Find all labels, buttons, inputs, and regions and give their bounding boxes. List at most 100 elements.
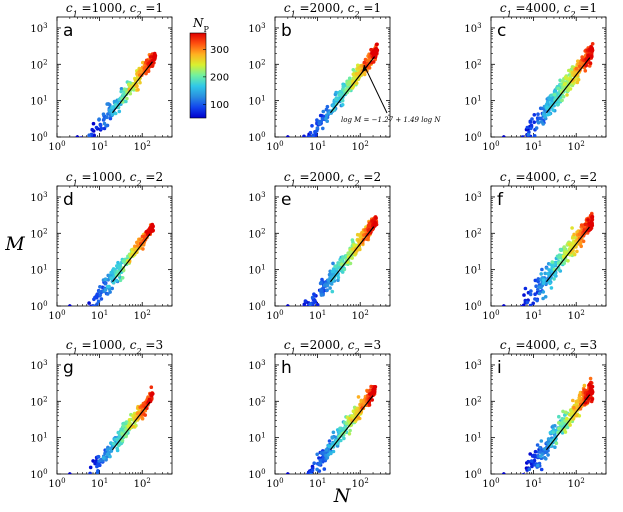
data-point [348, 261, 353, 266]
data-point [530, 117, 534, 121]
data-point [325, 119, 330, 123]
data-point [299, 490, 303, 494]
data-point [562, 245, 566, 249]
data-point [347, 76, 352, 81]
data-point [537, 291, 542, 296]
y-tick-label: 102 [464, 395, 481, 408]
data-point [93, 461, 97, 466]
data-point [103, 287, 108, 292]
data-point [109, 276, 113, 281]
y-tick-label: 103 [248, 359, 265, 372]
data-point [540, 267, 544, 272]
fit-line [545, 394, 591, 451]
panel-frame [274, 185, 391, 307]
data-point [85, 474, 89, 478]
panel-c: c1 =4000, c2 =1 100 101 102 100 101 102 103 c [464, 1, 607, 153]
data-point [373, 385, 378, 389]
y-tick-label: 101 [248, 264, 265, 277]
data-point [114, 278, 119, 283]
data-point [577, 64, 582, 69]
data-point [339, 262, 344, 267]
data-point [521, 142, 525, 146]
scatter-points [502, 211, 595, 317]
data-point [105, 115, 109, 120]
panel-frame [56, 16, 173, 138]
x-tick-label: 101 [91, 140, 108, 153]
data-point [135, 240, 139, 245]
data-point [346, 251, 351, 255]
data-point [560, 421, 564, 425]
data-point [544, 457, 548, 461]
data-point [568, 87, 573, 91]
data-point [347, 80, 351, 84]
fit-annotation: log M = −1.27 + 1.49 log N [341, 64, 441, 124]
data-point [544, 266, 549, 270]
data-point [590, 384, 595, 389]
data-point [310, 468, 315, 473]
data-point [138, 69, 142, 73]
scatter-points [68, 222, 155, 306]
fit-equation: log M = −1.27 + 1.49 log N [341, 116, 441, 124]
data-point [328, 451, 333, 456]
y-tick-label: 102 [248, 227, 265, 240]
data-point [526, 132, 531, 137]
data-point [557, 267, 561, 272]
data-point [502, 472, 506, 474]
data-point [525, 125, 530, 130]
y-tick-label: 100 [30, 468, 47, 481]
data-point [87, 301, 91, 305]
data-point [513, 149, 517, 153]
data-point [577, 393, 582, 398]
data-point [581, 239, 586, 244]
data-point [551, 108, 555, 112]
y-tick-label: 103 [30, 22, 47, 35]
data-point [150, 227, 155, 232]
data-point [536, 277, 541, 281]
data-point [333, 264, 337, 269]
data-point [120, 438, 125, 443]
data-point [331, 449, 336, 454]
panel-d: c1 =1000, c2 =2 100 101 102 100 101 102 103 d [30, 170, 173, 322]
data-point [80, 478, 84, 482]
data-point [336, 275, 341, 280]
data-point [515, 143, 519, 147]
data-point [534, 284, 538, 289]
data-point [109, 270, 113, 275]
data-point [83, 153, 87, 157]
data-point [518, 148, 522, 152]
y-tick-label: 100 [248, 468, 265, 481]
data-point [103, 281, 108, 286]
data-point [329, 282, 334, 286]
data-point [538, 445, 542, 450]
x-tick-label: 101 [309, 309, 326, 322]
data-point [141, 60, 145, 65]
data-point [571, 398, 575, 403]
data-point [558, 78, 562, 83]
x-tick-label: 100 [48, 140, 65, 153]
data-point [297, 483, 301, 487]
data-point [127, 418, 132, 422]
data-point [534, 126, 539, 130]
data-point [523, 286, 528, 291]
data-point [340, 103, 345, 107]
fit-line [111, 61, 153, 114]
panel-letter: e [281, 190, 291, 210]
data-point [536, 279, 540, 284]
x-tick-label: 102 [568, 309, 585, 322]
data-point [567, 242, 572, 247]
data-point [529, 289, 533, 293]
panel-b: c1 =2000, c2 =1 100 101 102 100 101 102 103 b [248, 1, 391, 153]
data-point [325, 104, 330, 109]
y-tick-label: 100 [30, 131, 47, 144]
data-point [340, 98, 345, 103]
data-point [564, 410, 568, 415]
fit-line [329, 226, 375, 283]
panel-title: c1 =1000, c2 =1 [66, 1, 163, 19]
panel-letter: i [497, 358, 502, 378]
data-point [517, 313, 521, 317]
y-tick-label: 100 [248, 131, 265, 144]
data-point [548, 430, 553, 435]
data-point [552, 92, 557, 97]
data-point [302, 322, 306, 326]
data-point [309, 474, 313, 478]
